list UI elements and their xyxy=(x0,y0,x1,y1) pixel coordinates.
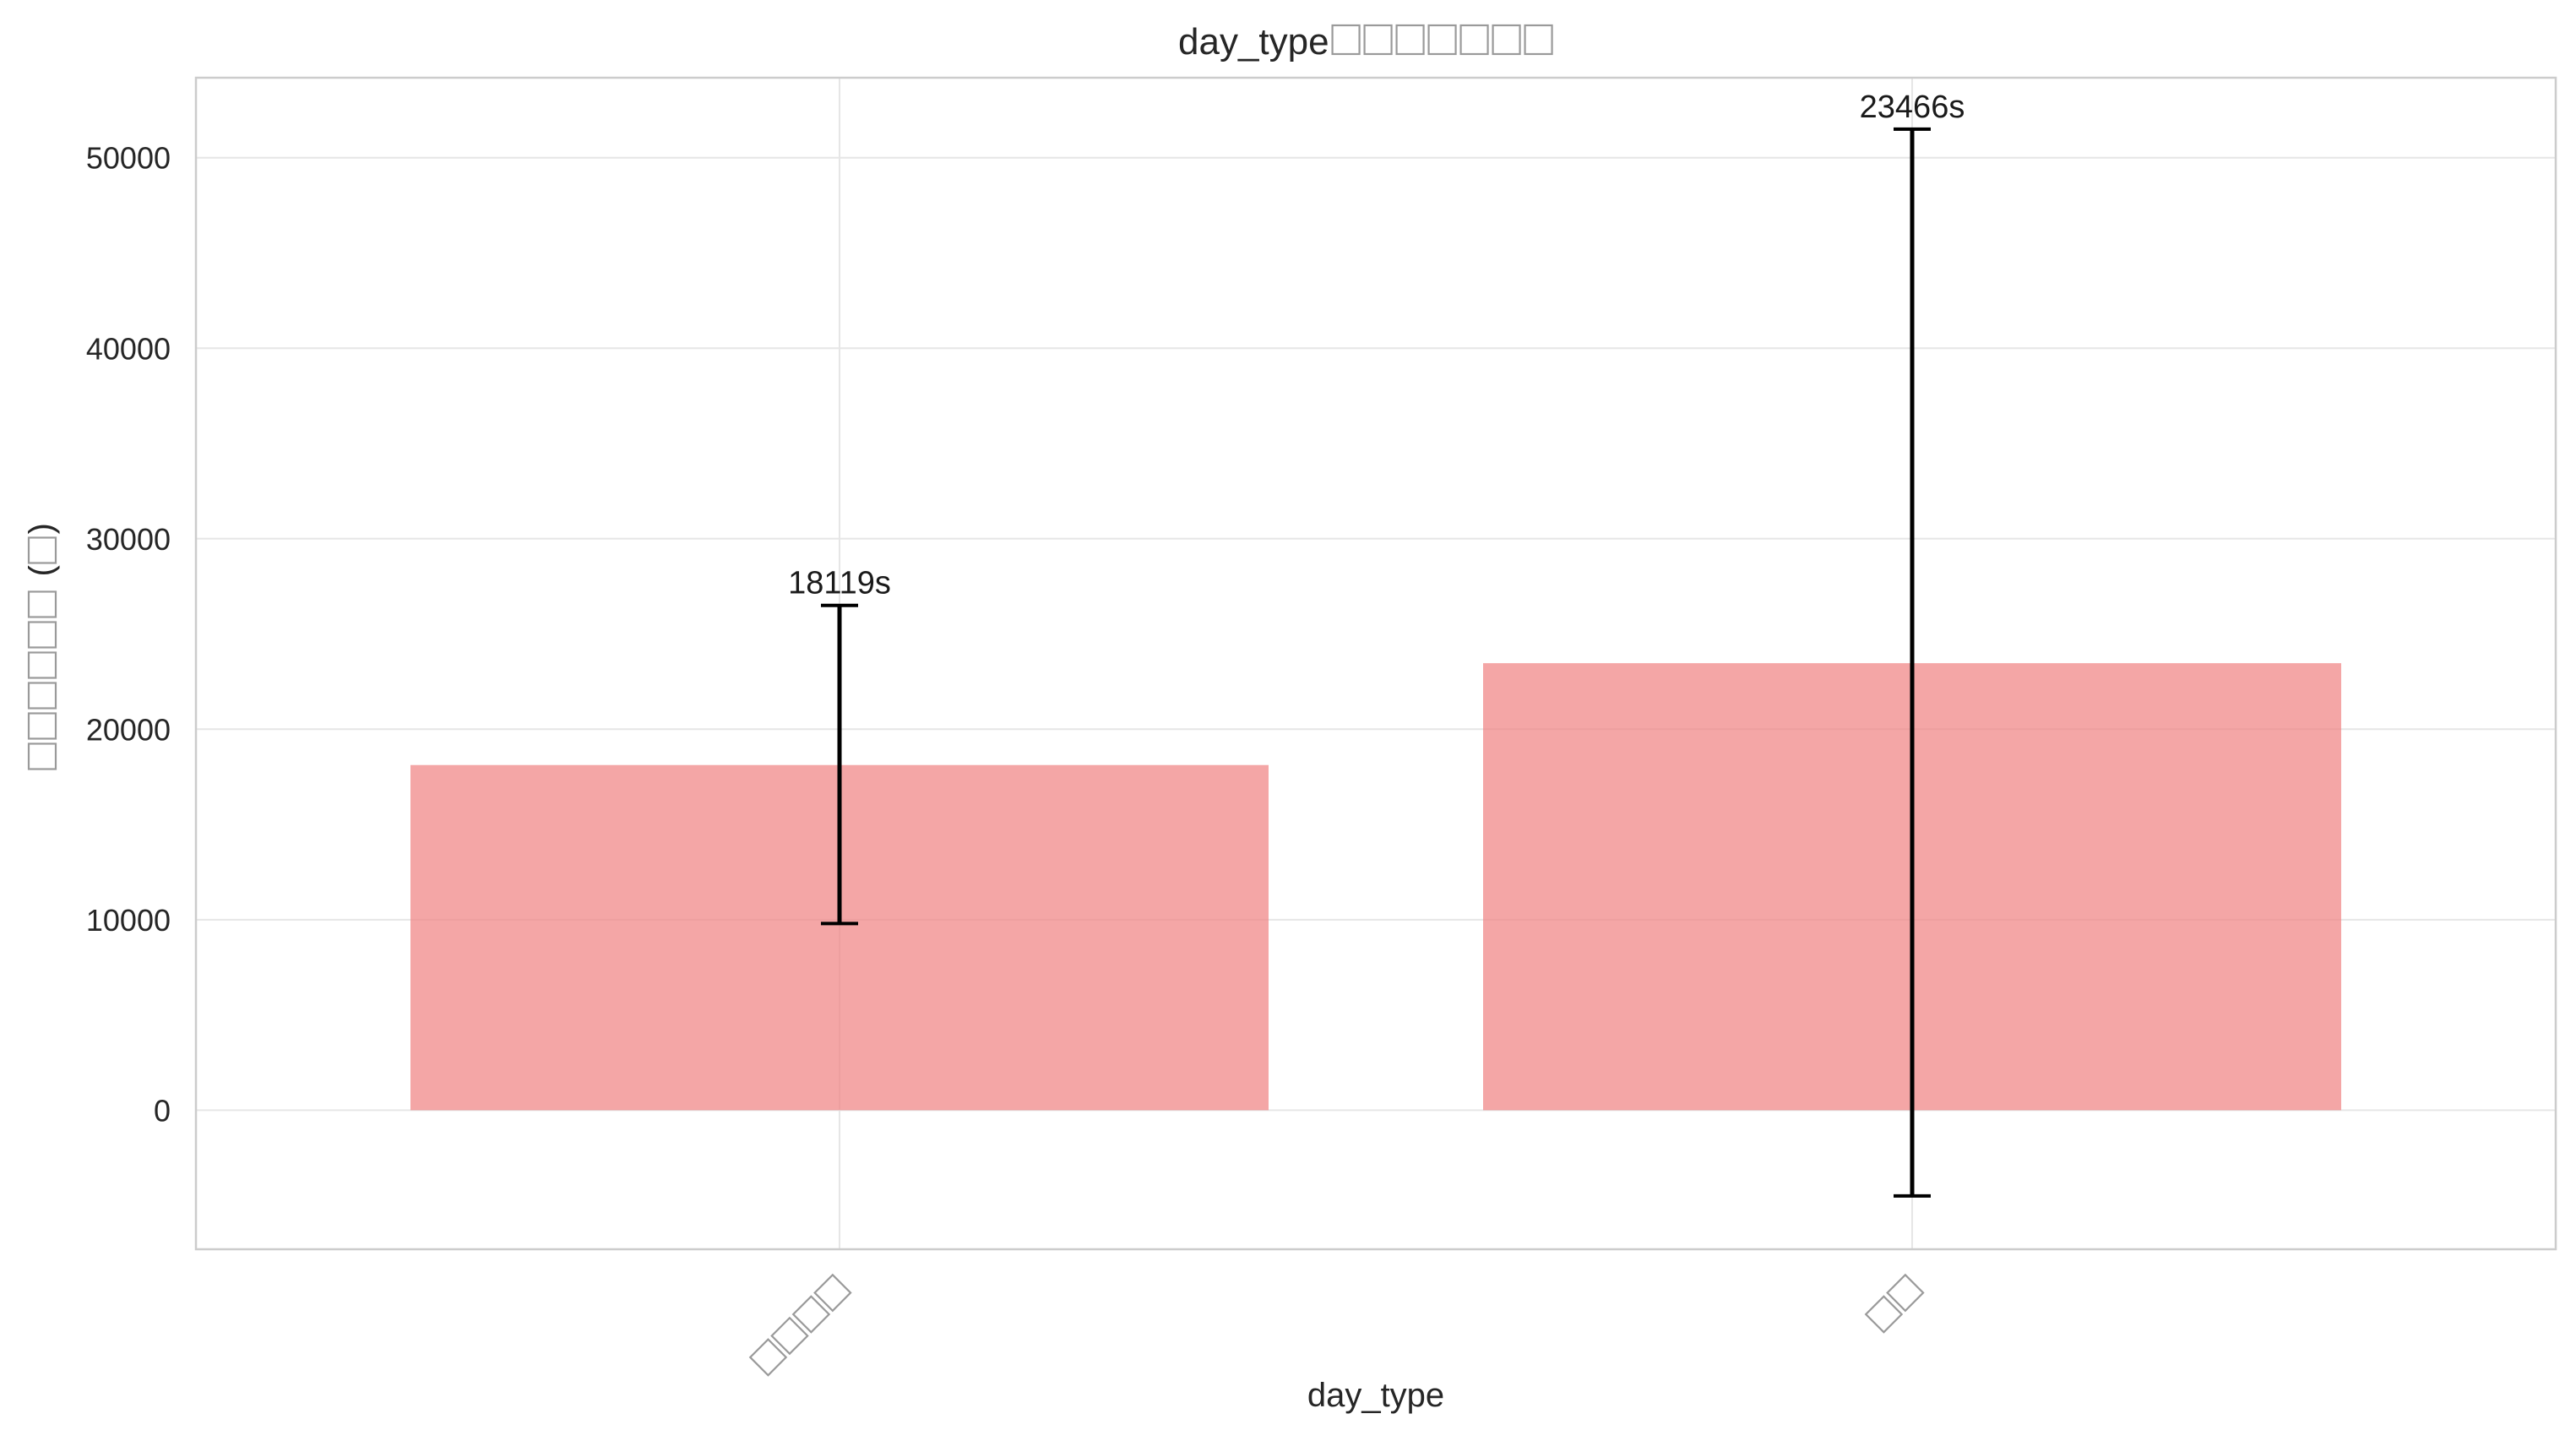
y-axis-ticks: 0 10000 20000 30000 40000 50000 xyxy=(86,141,171,1128)
title-missing-glyph xyxy=(1492,24,1521,56)
x-tick-missing-glyph xyxy=(791,1295,831,1334)
y-label-missing-glyph xyxy=(27,651,57,679)
data-label: 23466s xyxy=(1860,90,1965,125)
y-label-paren: ( xyxy=(23,565,60,577)
y-axis-label: () xyxy=(23,523,60,770)
y-tick-label: 20000 xyxy=(86,712,171,747)
y-tick-label: 30000 xyxy=(86,522,171,557)
data-labels: 18119s 23466s xyxy=(788,90,1965,601)
x-tick-label xyxy=(748,1273,852,1377)
y-label-missing-glyph xyxy=(27,712,57,740)
y-label-paren: ) xyxy=(23,523,60,534)
y-label-missing-glyph xyxy=(27,742,57,770)
title-missing-glyph xyxy=(1331,24,1361,56)
y-tick-label: 10000 xyxy=(86,903,171,938)
title-missing-glyph xyxy=(1427,24,1457,56)
y-label-missing-glyph xyxy=(27,621,57,649)
x-axis-ticks xyxy=(748,1273,1925,1377)
x-tick-missing-glyph xyxy=(1886,1273,1925,1313)
y-tick-label: 0 xyxy=(154,1093,171,1128)
x-tick-label xyxy=(1864,1273,1925,1334)
chart-title: day_type xyxy=(1178,21,1553,63)
plot-frame xyxy=(194,76,2557,1251)
bars xyxy=(410,663,2341,1111)
title-missing-glyph xyxy=(1395,24,1425,56)
x-tick-missing-glyph xyxy=(813,1273,852,1313)
error-bars xyxy=(821,127,1931,1198)
chart-title-text: day_type xyxy=(1178,21,1329,63)
y-tick-label: 50000 xyxy=(86,141,171,176)
y-label-missing-glyph xyxy=(27,682,57,710)
title-missing-glyph xyxy=(1363,24,1393,56)
data-label: 18119s xyxy=(788,566,891,601)
y-tick-label: 40000 xyxy=(86,331,171,366)
y-label-missing-glyph xyxy=(27,536,57,564)
y-label-missing-glyph xyxy=(27,590,57,618)
title-missing-glyph xyxy=(1524,24,1553,56)
title-missing-glyph xyxy=(1459,24,1489,56)
x-axis-label: day_type xyxy=(1307,1377,1444,1414)
x-tick-missing-glyph xyxy=(770,1316,809,1356)
y-axis-label-rotated: () xyxy=(23,523,60,770)
x-tick-missing-glyph xyxy=(748,1338,788,1377)
x-tick-missing-glyph xyxy=(1864,1295,1904,1334)
